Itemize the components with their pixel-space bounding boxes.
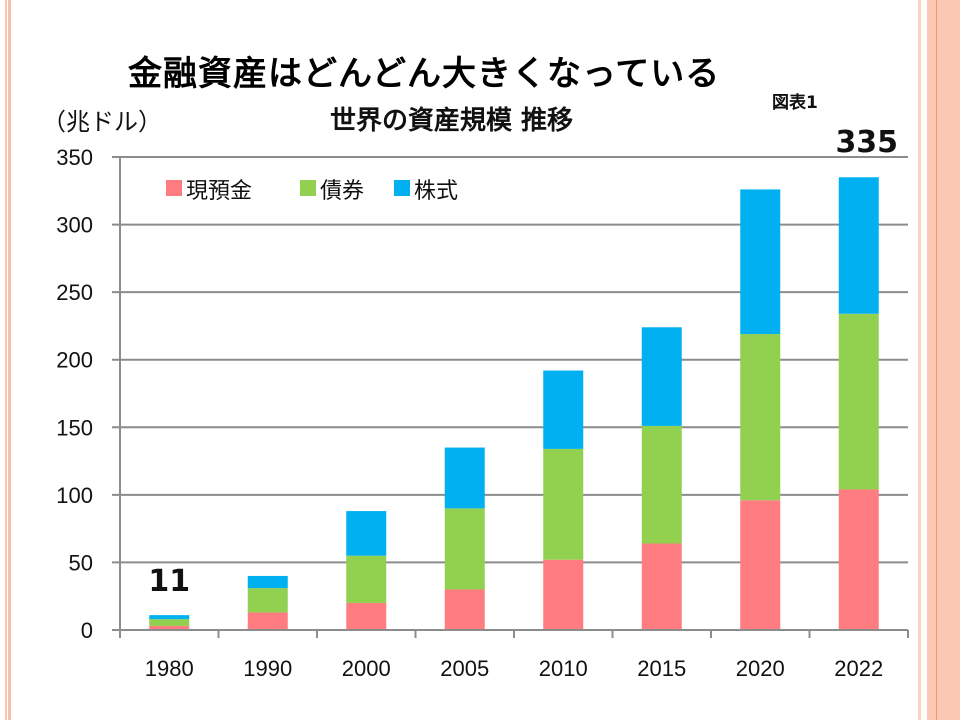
bar-segment-2005-2 — [444, 447, 485, 509]
bar-segment-1990-2 — [247, 575, 288, 589]
slide-border-left-inner — [8, 0, 11, 720]
bar-segment-2022-2 — [838, 177, 879, 314]
y-tick-label: 50 — [69, 550, 93, 575]
y-tick-label: 0 — [81, 618, 93, 643]
bar-segment-2020-2 — [740, 189, 781, 335]
bar-segment-2020-1 — [740, 334, 781, 501]
slide-border-right-gap — [921, 0, 927, 720]
bar-segment-2015-0 — [641, 543, 682, 630]
y-tick-label: 200 — [56, 348, 93, 373]
bar-segment-2022-1 — [838, 313, 879, 490]
legend-label: 債券 — [320, 179, 364, 204]
legend-swatch-2 — [394, 180, 410, 196]
bar-segment-2010-1 — [543, 448, 584, 560]
gridlines — [112, 156, 908, 564]
x-tick-label: 2015 — [637, 656, 686, 681]
legend-label: 現預金 — [186, 179, 252, 204]
legend-swatch-0 — [166, 180, 182, 196]
bar-segment-2010-2 — [543, 370, 584, 449]
bar-segment-1980-0 — [149, 625, 190, 630]
bar-segment-2005-0 — [444, 589, 485, 630]
y-tick-label: 250 — [56, 280, 93, 305]
bar-segment-2000-0 — [346, 602, 387, 630]
x-tick-label: 1990 — [243, 656, 292, 681]
bar-segment-2000-1 — [346, 555, 387, 603]
bar-segment-2015-1 — [641, 425, 682, 544]
y-axis-ticks: 0 50 100 150 200 250 300 350 — [56, 145, 93, 643]
x-tick-label: 2022 — [834, 656, 883, 681]
legend-swatch-1 — [300, 180, 316, 196]
slide-border-right-line — [918, 0, 921, 720]
bar-segment-2000-2 — [346, 511, 387, 556]
slide-border-right-accent — [936, 0, 937, 720]
legend: 現預金 債券 株式 — [166, 179, 458, 204]
bar-segment-1990-1 — [247, 588, 288, 613]
x-tick-label: 2010 — [539, 656, 588, 681]
y-axis-unit-label: （兆ドル） — [42, 108, 162, 136]
bar-segment-2022-0 — [838, 489, 879, 630]
legend-label: 株式 — [414, 179, 458, 204]
x-tick-label: 1980 — [145, 656, 194, 681]
bar-segment-2015-2 — [641, 327, 682, 426]
axes — [112, 157, 909, 638]
bar-segment-2020-0 — [740, 500, 781, 630]
x-tick-label: 2020 — [736, 656, 785, 681]
bar-segment-1980-2 — [149, 615, 190, 620]
annotations: 11 335 — [148, 125, 898, 599]
chart-title: 世界の資産規模 推移 — [330, 106, 574, 136]
bar-segment-2005-1 — [444, 508, 485, 590]
x-axis-ticks: 1980 1990 2000 2005 2010 2015 2020 2022 — [145, 656, 883, 681]
bar-segment-1980-1 — [149, 619, 190, 626]
y-tick-label: 100 — [56, 483, 93, 508]
data-label-annotation: 11 — [148, 564, 190, 599]
y-tick-label: 350 — [56, 145, 93, 170]
bar-segment-2010-0 — [543, 559, 584, 630]
y-tick-label: 300 — [56, 213, 93, 238]
figure-label: 図表1 — [772, 93, 818, 113]
data-label-annotation: 335 — [835, 125, 898, 160]
slide-title: 金融資産はどんどん大きくなっている — [128, 54, 721, 94]
bar-segment-1990-0 — [247, 612, 288, 630]
x-tick-label: 2005 — [440, 656, 489, 681]
bars — [149, 177, 879, 630]
x-tick-label: 2000 — [342, 656, 391, 681]
slide-border-left-outer — [5, 0, 7, 720]
y-tick-label: 150 — [56, 415, 93, 440]
